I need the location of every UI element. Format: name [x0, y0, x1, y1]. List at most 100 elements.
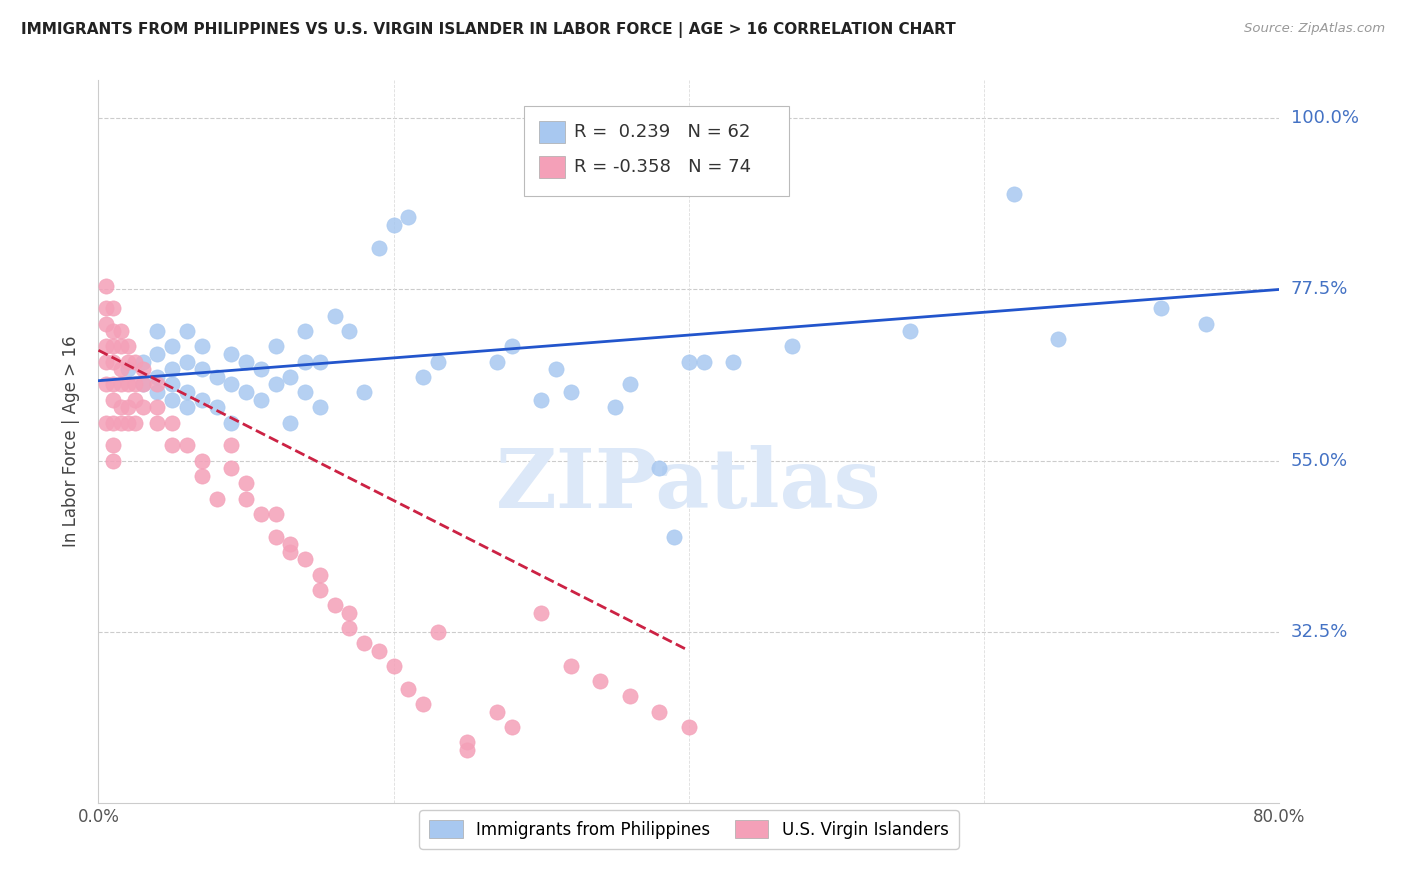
Point	[110, 362, 132, 376]
Point	[94, 278, 117, 293]
Point	[250, 507, 273, 521]
Point	[501, 339, 523, 353]
Point	[501, 720, 523, 734]
Point	[398, 210, 420, 224]
Point	[339, 621, 361, 635]
Point	[176, 438, 198, 452]
Point	[117, 401, 139, 415]
Point	[146, 416, 169, 430]
Text: 55.0%: 55.0%	[1291, 451, 1348, 469]
Point	[162, 392, 183, 407]
Point	[162, 377, 183, 392]
Point	[546, 362, 568, 376]
Point	[294, 385, 316, 400]
Point	[280, 416, 302, 430]
Text: Source: ZipAtlas.com: Source: ZipAtlas.com	[1244, 22, 1385, 36]
Point	[103, 339, 125, 353]
Point	[235, 491, 257, 506]
Point	[309, 582, 332, 597]
Bar	[538, 121, 565, 143]
Point	[176, 354, 198, 368]
Text: 77.5%: 77.5%	[1291, 280, 1348, 299]
Point	[294, 552, 316, 566]
Point	[124, 377, 146, 392]
Text: 100.0%: 100.0%	[1291, 110, 1358, 128]
Point	[457, 742, 479, 756]
Point	[723, 354, 745, 368]
Point	[235, 476, 257, 491]
Point	[205, 370, 228, 384]
Point	[191, 468, 214, 483]
Point	[398, 681, 420, 696]
Point	[589, 674, 612, 689]
Text: ZIPatlas: ZIPatlas	[496, 445, 882, 524]
Point	[94, 301, 117, 316]
Point	[110, 377, 132, 392]
Point	[353, 636, 375, 650]
Point	[900, 324, 922, 338]
Point	[103, 354, 125, 368]
Point	[280, 370, 302, 384]
Y-axis label: In Labor Force | Age > 16: In Labor Force | Age > 16	[62, 335, 80, 548]
Point	[94, 339, 117, 353]
Point	[323, 309, 346, 323]
Point	[486, 705, 509, 719]
Point	[294, 354, 316, 368]
Point	[412, 697, 434, 711]
Point	[560, 385, 582, 400]
Point	[132, 354, 155, 368]
Point	[309, 567, 332, 582]
Point	[132, 401, 155, 415]
Text: IMMIGRANTS FROM PHILIPPINES VS U.S. VIRGIN ISLANDER IN LABOR FORCE | AGE > 16 CO: IMMIGRANTS FROM PHILIPPINES VS U.S. VIRG…	[21, 22, 956, 38]
Point	[176, 324, 198, 338]
FancyBboxPatch shape	[523, 105, 789, 196]
Point	[264, 377, 287, 392]
Point	[648, 461, 671, 475]
Point	[530, 392, 553, 407]
Point	[117, 354, 139, 368]
Point	[1195, 317, 1218, 331]
Point	[191, 362, 214, 376]
Point	[205, 491, 228, 506]
Point	[94, 377, 117, 392]
Point	[191, 339, 214, 353]
Point	[162, 339, 183, 353]
Point	[124, 392, 146, 407]
Point	[117, 377, 139, 392]
Point	[132, 377, 155, 392]
Point	[124, 416, 146, 430]
Point	[368, 643, 391, 657]
Point	[280, 545, 302, 559]
Point	[132, 362, 155, 376]
Point	[678, 720, 700, 734]
Point	[1002, 187, 1025, 202]
Point	[309, 401, 332, 415]
Point	[250, 362, 273, 376]
Point	[221, 438, 243, 452]
Point	[162, 416, 183, 430]
Text: R =  0.239   N = 62: R = 0.239 N = 62	[575, 123, 751, 141]
Point	[162, 438, 183, 452]
Point	[103, 301, 125, 316]
Point	[294, 324, 316, 338]
Point	[191, 392, 214, 407]
Point	[124, 354, 146, 368]
Point	[530, 606, 553, 620]
Point	[412, 370, 434, 384]
Point	[648, 705, 671, 719]
Point	[250, 392, 273, 407]
Point	[221, 416, 243, 430]
Point	[457, 735, 479, 749]
Point	[382, 659, 405, 673]
Point	[110, 401, 132, 415]
Point	[103, 438, 125, 452]
Point	[117, 416, 139, 430]
Point	[339, 324, 361, 338]
Point	[110, 416, 132, 430]
Point	[368, 241, 391, 255]
Point	[221, 347, 243, 361]
Point	[117, 339, 139, 353]
Point	[146, 347, 169, 361]
Point	[664, 530, 686, 544]
Text: R = -0.358   N = 74: R = -0.358 N = 74	[575, 158, 751, 176]
